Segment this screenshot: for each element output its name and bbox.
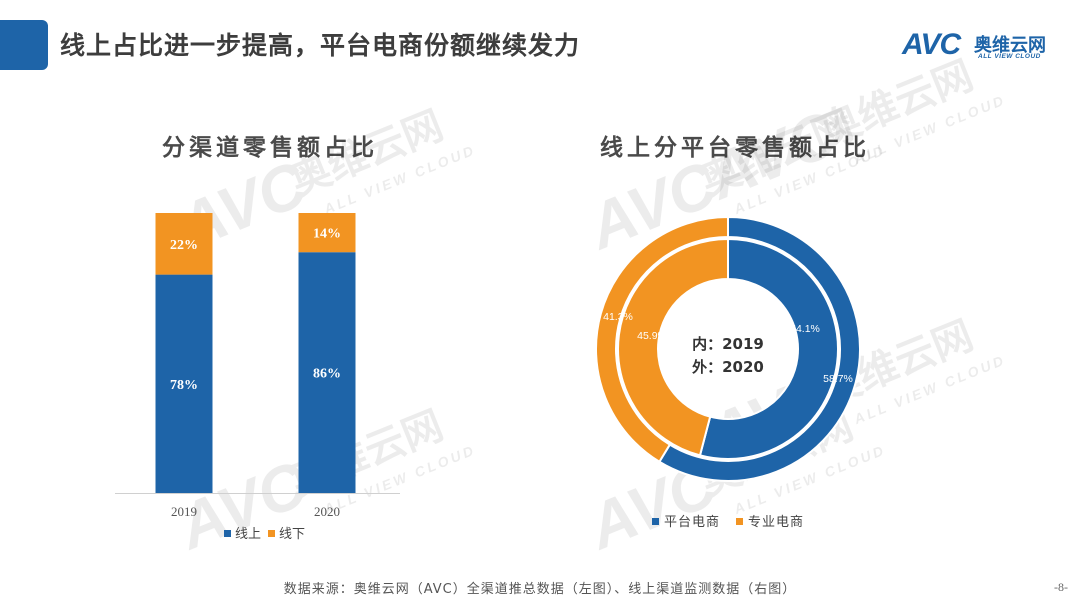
legend-swatch-线上: [224, 530, 231, 537]
bar-data-label-线上-2020: 86%: [313, 367, 341, 382]
bar-data-label-线下-2019: 22%: [170, 238, 198, 253]
donut-chart-title: 线上分平台零售额占比: [600, 135, 870, 161]
bar-线下-2020: [298, 213, 356, 253]
donut-legend-label-专业电商: 专业电商: [748, 515, 804, 530]
data-source-note: 数据来源：奥维云网（AVC）全渠道推总数据（左图）、线上渠道监测数据（右图）: [283, 582, 797, 597]
logo-mark: AVC: [902, 28, 961, 61]
legend-label-线上: 线上: [235, 527, 261, 542]
donut-data-label-inner-专业电商: 45.9%: [637, 330, 667, 342]
x-tick-label-2019: 2019: [171, 504, 197, 519]
donut-legend-label-平台电商: 平台电商: [664, 515, 720, 530]
donut-legend-swatch-平台电商: [652, 518, 659, 525]
page-number: -8-: [1054, 580, 1068, 594]
donut-data-label-inner-平台电商: 54.1%: [790, 323, 820, 335]
bar-线下-2019: [155, 213, 213, 275]
legend-swatch-线下: [268, 530, 275, 537]
donut-center-label-outer: 外：2020: [691, 358, 764, 376]
bar-data-label-线上-2019: 78%: [170, 378, 198, 393]
donut-legend-swatch-专业电商: [736, 518, 743, 525]
bar-data-label-线下-2020: 14%: [313, 227, 341, 242]
title-accent-bar: [0, 20, 48, 70]
x-tick-label-2020: 2020: [314, 504, 340, 519]
bar-线上-2019: [155, 274, 213, 493]
donut-center-label-inner: 内：2019: [692, 335, 764, 353]
bar-线上-2020: [298, 252, 356, 493]
donut-slice-inner-平台电商: [698, 237, 839, 460]
avc-logo: AVC 奥维云网 ALL VIEW CLOUD: [902, 28, 1062, 68]
legend-label-线下: 线下: [279, 527, 305, 542]
page-title: 线上占比进一步提高，平台电商份额继续发力: [60, 31, 581, 60]
donut-slice-inner-专业电商: [617, 237, 729, 457]
bar-chart-title: 分渠道零售额占比: [162, 135, 378, 161]
donut-data-label-outer-平台电商: 58.7%: [823, 373, 853, 385]
logo-chinese-name: 奥维云网: [974, 35, 1046, 56]
logo-english-name: ALL VIEW CLOUD: [978, 53, 1041, 60]
donut-data-label-outer-专业电商: 41.3%: [603, 311, 633, 323]
donut-slice-outer-专业电商: [595, 215, 729, 464]
